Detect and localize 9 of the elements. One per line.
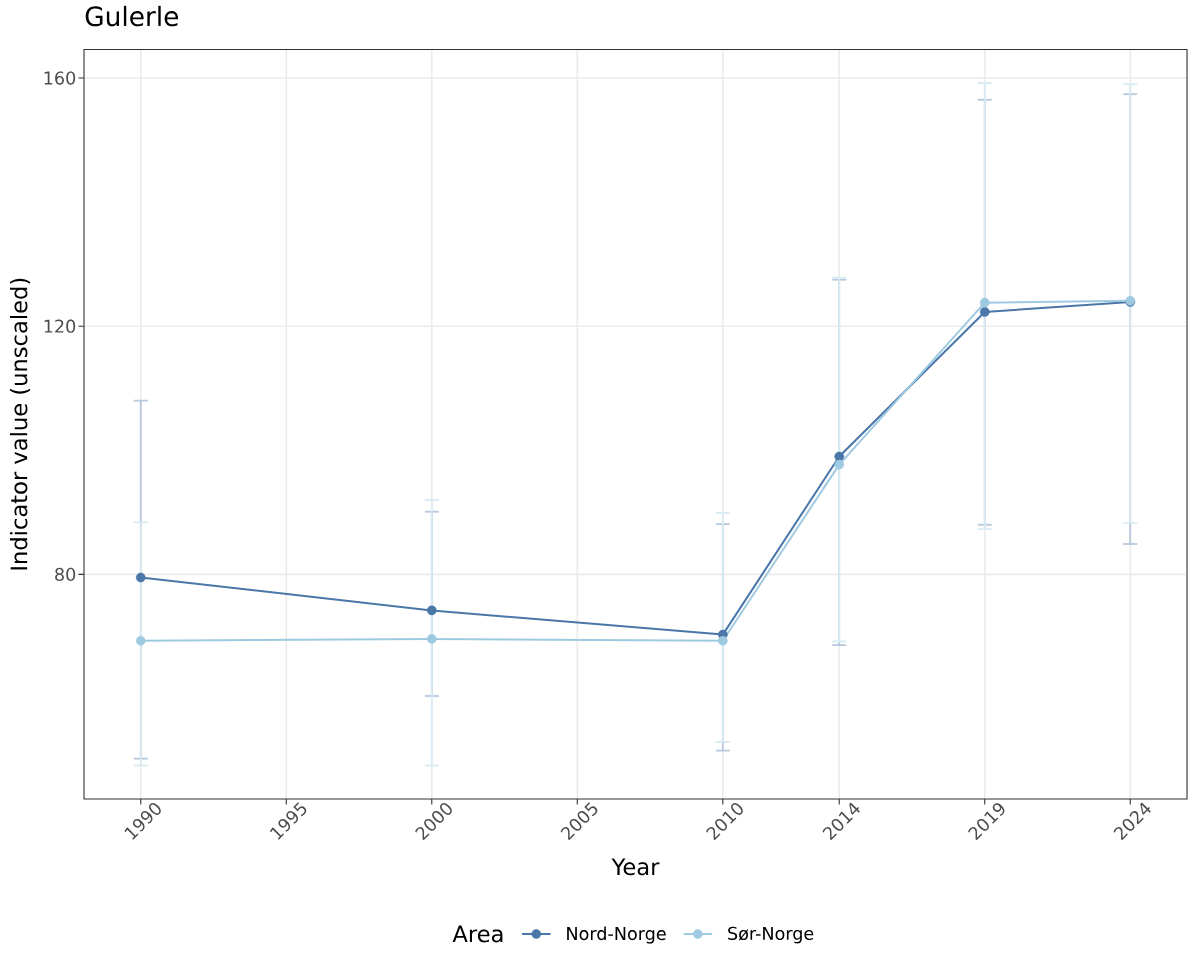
x-axis-title: Year <box>611 858 660 876</box>
y-axis-title: Indicator value (unscaled) <box>9 278 31 570</box>
chart-title: Gulerle <box>85 5 178 27</box>
y-tick-label: 120 <box>44 319 76 333</box>
legend-title: Area <box>452 925 503 943</box>
legend-label: Nord-Norge <box>567 926 666 944</box>
y-tick-label: 80 <box>55 567 76 582</box>
y-tick-label: 160 <box>44 71 76 85</box>
legend-label: Sør-Norge <box>728 926 814 944</box>
